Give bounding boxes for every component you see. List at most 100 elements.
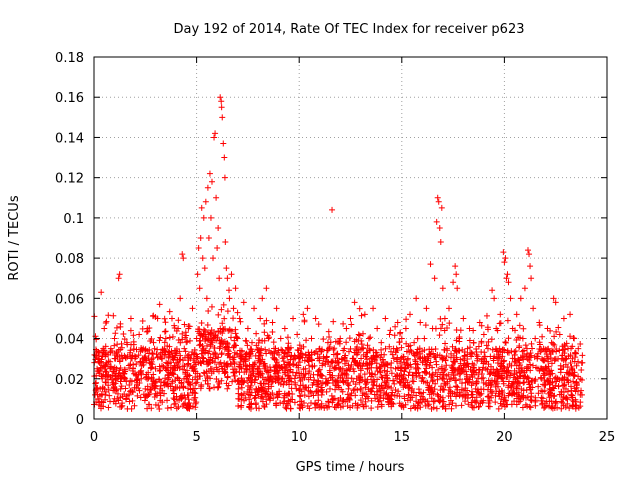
noise-point [500, 378, 507, 385]
data-point [331, 365, 338, 372]
noise-point [568, 392, 575, 399]
noise-point [131, 402, 138, 409]
noise-point [570, 371, 577, 378]
data-point [417, 319, 424, 326]
noise-point [182, 400, 189, 407]
noise-point [331, 345, 338, 352]
data-point [528, 275, 535, 282]
noise-point [146, 391, 153, 398]
noise-point [183, 367, 190, 374]
data-point [548, 339, 555, 346]
noise-point [563, 377, 570, 384]
noise-point [253, 405, 260, 412]
noise-point [194, 354, 201, 361]
noise-point [157, 367, 164, 374]
noise-point [406, 382, 413, 389]
data-point [314, 371, 321, 378]
data-point [300, 311, 307, 318]
data-point [249, 339, 256, 346]
noise-point [238, 404, 245, 411]
data-point [530, 305, 537, 312]
noise-point [217, 359, 224, 366]
noise-point [178, 379, 185, 386]
noise-point [414, 335, 421, 342]
noise-point [151, 345, 158, 352]
noise-point [207, 354, 214, 361]
data-point [337, 335, 344, 342]
data-point [95, 395, 102, 402]
noise-point [315, 321, 322, 328]
y-tick-label: 0.02 [55, 373, 84, 388]
noise-point [430, 390, 437, 397]
data-point [517, 295, 524, 302]
y-axis-ticks: 0 0.02 0.04 0.06 0.08 0.1 0.12 0.14 0.16 0.18 [55, 51, 607, 428]
data-point [304, 305, 311, 312]
noise-point [364, 365, 371, 372]
data-point [480, 331, 487, 338]
noise-point [106, 392, 113, 399]
noise-point [419, 355, 426, 362]
data-point [140, 345, 147, 352]
data-point [556, 331, 563, 338]
data-point [398, 335, 405, 342]
noise-point [469, 403, 476, 410]
noise-point [170, 395, 177, 402]
noise-point [118, 383, 125, 390]
noise-point [362, 384, 369, 391]
noise-point [120, 331, 127, 338]
noise-point [133, 371, 140, 378]
noise-point [135, 352, 142, 359]
data-point [127, 315, 134, 322]
data-point [472, 385, 479, 392]
noise-point [453, 393, 460, 400]
data-point [370, 305, 377, 312]
noise-point [200, 355, 207, 362]
noise-point [184, 385, 191, 392]
noise-point [285, 397, 292, 404]
noise-point [359, 392, 366, 399]
data-point [194, 271, 201, 278]
noise-point [528, 340, 535, 347]
data-point [294, 331, 301, 338]
data-point [123, 339, 130, 346]
noise-point [563, 369, 570, 376]
noise-point [230, 356, 237, 363]
noise-point [325, 398, 332, 405]
noise-point [525, 378, 532, 385]
noise-point [139, 317, 146, 324]
noise-point [518, 393, 525, 400]
data-point [160, 379, 167, 386]
data-point [523, 345, 530, 352]
noise-point [234, 309, 241, 316]
noise-point [420, 389, 427, 396]
data-point [382, 315, 389, 322]
noise-point [228, 334, 235, 341]
data-point [132, 355, 139, 362]
noise-point [181, 321, 188, 328]
noise-point [500, 396, 507, 403]
data-point [491, 295, 498, 302]
data-point [575, 345, 582, 352]
data-point [341, 345, 348, 352]
noise-point [488, 336, 495, 343]
data-point [562, 385, 569, 392]
noise-point [335, 372, 342, 379]
noise-point [392, 387, 399, 394]
noise-point [114, 349, 121, 356]
noise-point [504, 317, 511, 324]
noise-point [110, 368, 117, 375]
noise-point [519, 367, 526, 374]
y-tick-label: 0.08 [55, 252, 84, 267]
data-point [181, 345, 188, 352]
noise-point [520, 325, 527, 332]
noise-point [268, 379, 275, 386]
noise-point [502, 339, 509, 346]
noise-point [443, 362, 450, 369]
noise-point [212, 333, 219, 340]
data-point [101, 325, 108, 332]
noise-point [219, 320, 226, 327]
data-point [499, 375, 506, 382]
noise-point [498, 362, 505, 369]
noise-point [119, 393, 126, 400]
data-point [441, 315, 448, 322]
